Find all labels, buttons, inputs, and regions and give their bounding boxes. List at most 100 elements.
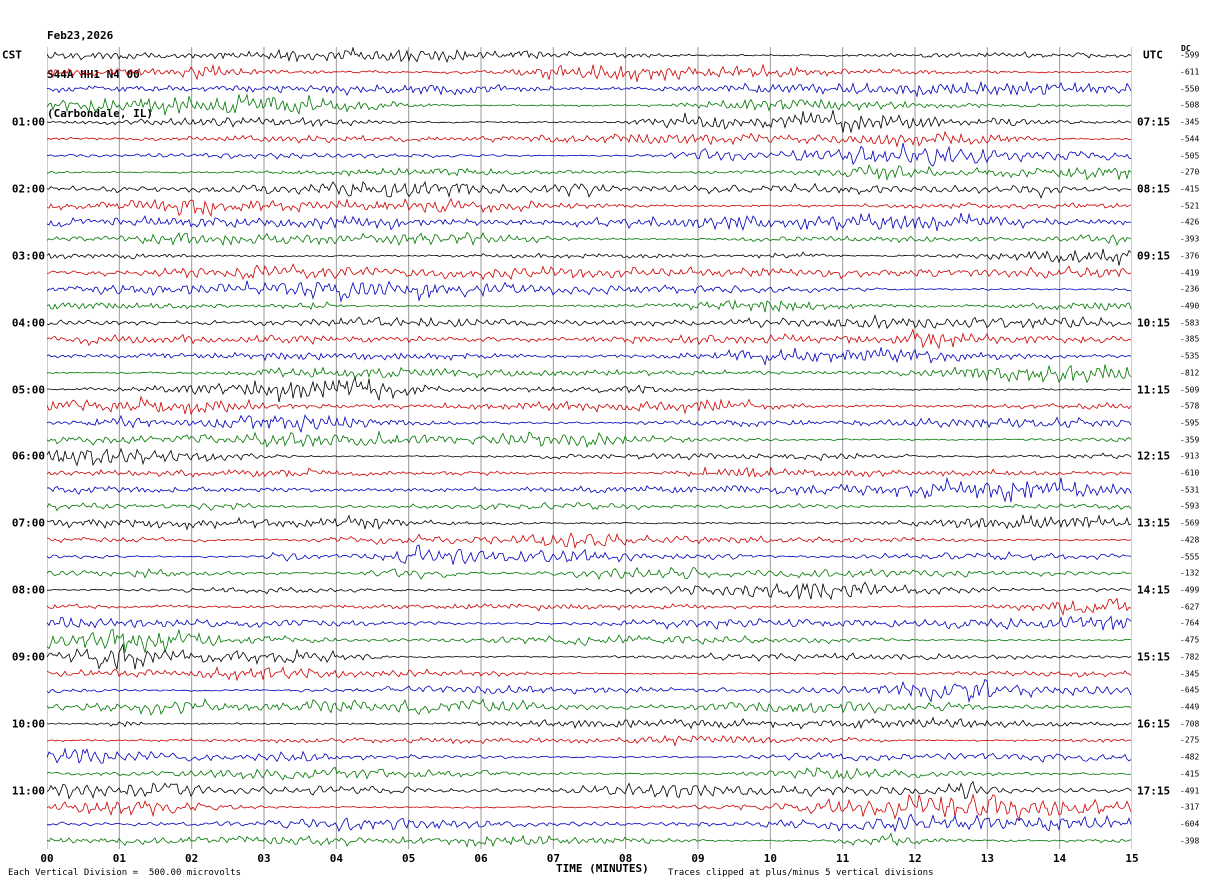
x-tick-label: 13 [980,852,994,865]
cst-hour-label: 02:00 [11,182,45,196]
dc-value: -419 [1180,268,1200,278]
dc-value: -569 [1180,518,1200,528]
cst-hour-label: 05:00 [11,383,45,397]
dc-value: -708 [1180,719,1200,729]
trace-row-36 [47,642,1132,670]
dc-value: -595 [1180,418,1200,428]
trace-row-38 [47,679,1132,703]
cst-hour-label: 11:00 [11,784,45,798]
cst-hour-label: 09:00 [11,650,45,664]
x-tick-label: 05 [402,852,416,865]
dc-value: -275 [1180,735,1200,745]
trace-row-10 [47,212,1132,232]
dc-value: -393 [1180,234,1200,244]
trace-row-17 [47,328,1132,350]
dc-value: -428 [1180,535,1200,545]
utc-hour-label: 07:15 [1137,115,1171,129]
right-timezone-label: UTC [1143,48,1163,62]
trace-row-19 [47,364,1132,384]
dc-value: -132 [1180,568,1200,578]
x-tick-label: 04 [329,852,343,865]
trace-row-42 [47,747,1132,764]
footer-scale-note: Each Vertical Division = 500.00 microvol… [8,868,241,878]
trace-row-11 [47,231,1132,247]
trace-row-25 [47,466,1132,478]
x-tick-label: 01 [112,852,126,865]
dc-value: -345 [1180,669,1200,679]
trace-row-3 [47,93,1132,116]
cst-hour-label: 06:00 [11,449,45,463]
x-tick-label: 11 [836,852,850,865]
x-tick-label: 15 [1125,852,1139,865]
trace-row-14 [47,280,1132,303]
dc-value: -475 [1180,635,1200,645]
trace-row-21 [47,395,1132,416]
utc-hour-label: 13:15 [1137,516,1171,530]
trace-row-26 [47,476,1132,503]
dc-value: -482 [1180,752,1200,762]
dc-offset-column-label: DC [1181,44,1191,53]
trace-row-30 [47,544,1132,565]
x-tick-label: 07 [546,852,560,865]
dc-value: -611 [1180,67,1200,77]
trace-row-24 [47,447,1132,467]
cst-hour-label: 07:00 [11,516,45,530]
trace-row-32 [47,581,1132,601]
header-date: Feb23,2026 [47,29,114,42]
dc-value: -535 [1180,351,1200,361]
trace-row-46 [47,813,1132,833]
trace-row-23 [47,430,1132,448]
trace-row-45 [47,793,1132,821]
dc-value: -317 [1180,802,1200,812]
trace-row-47 [47,832,1132,848]
dc-value: -508 [1180,100,1200,110]
x-tick-label: 09 [691,852,705,865]
dc-value: -359 [1180,435,1200,445]
dc-value: -782 [1180,652,1200,662]
cst-hour-label: 03:00 [11,249,45,263]
trace-row-15 [47,299,1132,313]
trace-row-7 [47,163,1132,181]
trace-row-39 [47,697,1132,716]
dc-value: -610 [1180,468,1200,478]
trace-row-41 [47,734,1132,747]
footer-clip-note: Traces clipped at plus/minus 5 vertical … [668,868,934,878]
dc-value: -345 [1180,117,1200,127]
dc-value: -398 [1180,836,1200,846]
dc-value: -236 [1180,284,1200,294]
seismogram-plot [47,47,1132,849]
dc-value: -449 [1180,702,1200,712]
dc-value: -415 [1180,769,1200,779]
trace-row-44 [47,780,1132,800]
dc-value: -505 [1180,151,1200,161]
dc-value: -555 [1180,552,1200,562]
x-tick-label: 12 [908,852,922,865]
dc-value: -599 [1180,50,1200,60]
x-tick-label: 00 [40,852,54,865]
trace-row-16 [47,314,1132,330]
utc-hour-label: 16:15 [1137,717,1171,731]
trace-row-43 [47,766,1132,781]
trace-row-22 [47,414,1132,434]
dc-value: -490 [1180,301,1200,311]
trace-row-2 [47,80,1132,98]
dc-value: -415 [1180,184,1200,194]
cst-hour-label: 04:00 [11,316,45,330]
utc-hour-label: 08:15 [1137,182,1171,196]
trace-row-27 [47,502,1132,512]
dc-value: -521 [1180,201,1200,211]
trace-row-29 [47,532,1132,550]
dc-value: -764 [1180,618,1200,628]
dc-value: -499 [1180,585,1200,595]
x-tick-label: 02 [185,852,199,865]
dc-value: -491 [1180,786,1200,796]
dc-value: -812 [1180,368,1200,378]
dc-value: -544 [1180,134,1200,144]
dc-value: -645 [1180,685,1200,695]
trace-row-20 [47,376,1131,403]
utc-hour-label: 15:15 [1137,650,1171,664]
x-tick-label: 08 [619,852,633,865]
dc-value: -509 [1180,385,1200,395]
utc-hour-label: 14:15 [1137,583,1171,597]
